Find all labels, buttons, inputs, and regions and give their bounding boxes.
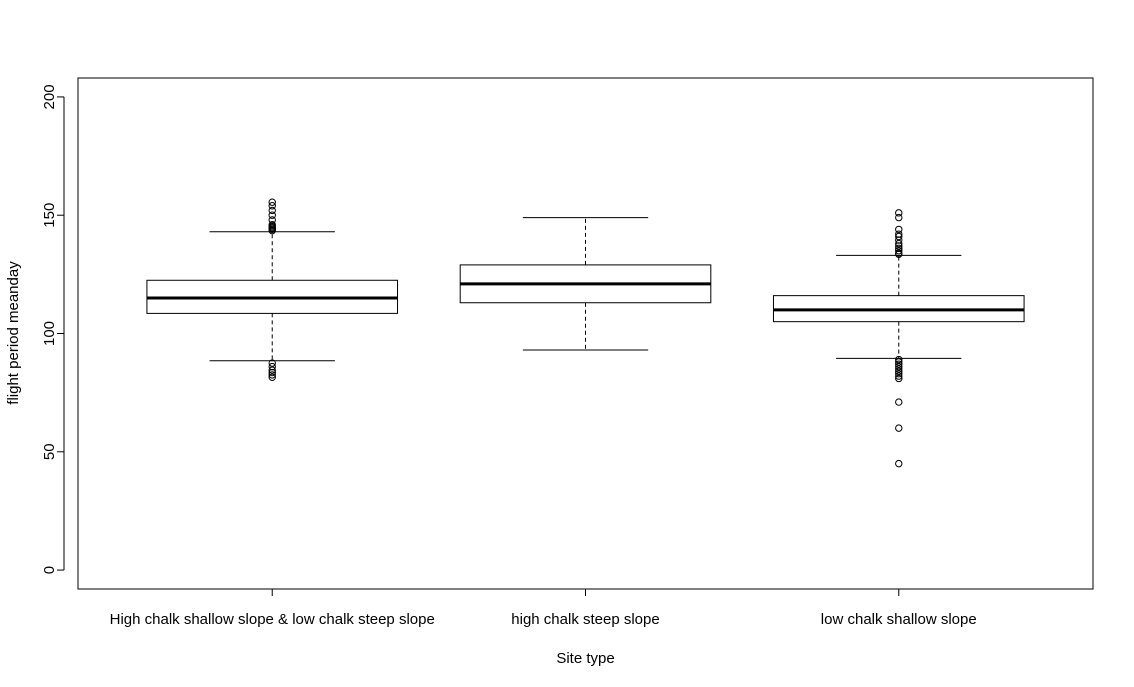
- y-axis-label: flight period meanday: [5, 261, 22, 405]
- outlier-point: [268, 206, 276, 215]
- outlier-point: [895, 459, 903, 468]
- outlier-point: [895, 370, 903, 378]
- outlier-point: [895, 244, 903, 253]
- outlier-point: [268, 202, 276, 210]
- y-axis: 0 50 100 150 200: [41, 84, 65, 574]
- y-tick-label: 150: [41, 203, 58, 228]
- x-axis: High chalk shallow slope & low chalk ste…: [110, 589, 977, 628]
- box-3: [772, 209, 1025, 468]
- outlier-point: [268, 211, 276, 219]
- outlier-point: [268, 362, 276, 371]
- x-axis-label: Site type: [556, 650, 614, 667]
- outlier-point: [895, 209, 903, 217]
- outlier-point: [895, 372, 903, 380]
- y-tick-label: 100: [41, 321, 58, 346]
- outlier-point: [895, 232, 903, 241]
- outlier-point: [895, 374, 903, 383]
- outlier-point: [895, 225, 903, 234]
- outlier-point: [268, 198, 276, 206]
- y-tick-label: 200: [41, 84, 58, 109]
- outlier-point: [895, 360, 903, 368]
- outlier-point: [895, 398, 903, 406]
- outlier-point: [268, 371, 276, 379]
- outlier-point: [895, 365, 903, 373]
- outlier-point: [895, 358, 903, 366]
- outlier-point: [895, 355, 903, 364]
- x-tick-label: high chalk steep slope: [511, 611, 659, 628]
- outlier-point: [895, 362, 903, 371]
- box-1: [146, 198, 399, 381]
- outlier-point: [895, 213, 903, 222]
- x-tick-label: low chalk shallow slope: [821, 611, 977, 628]
- outlier-point: [268, 359, 276, 367]
- y-tick-label: 50: [41, 443, 58, 460]
- outlier-point: [895, 239, 903, 248]
- box-2: [459, 217, 712, 351]
- outlier-point: [268, 216, 276, 224]
- boxes-group: [146, 198, 1025, 468]
- outlier-point: [895, 249, 903, 257]
- outlier-point: [895, 424, 903, 432]
- outlier-point: [895, 230, 903, 238]
- y-tick-label: 0: [41, 566, 58, 574]
- outlier-point: [268, 373, 276, 381]
- outlier-point: [895, 367, 903, 376]
- x-tick-label: High chalk shallow slope & low chalk ste…: [110, 611, 435, 628]
- outlier-point: [268, 366, 276, 374]
- outlier-point: [895, 246, 903, 255]
- outlier-point: [268, 220, 276, 229]
